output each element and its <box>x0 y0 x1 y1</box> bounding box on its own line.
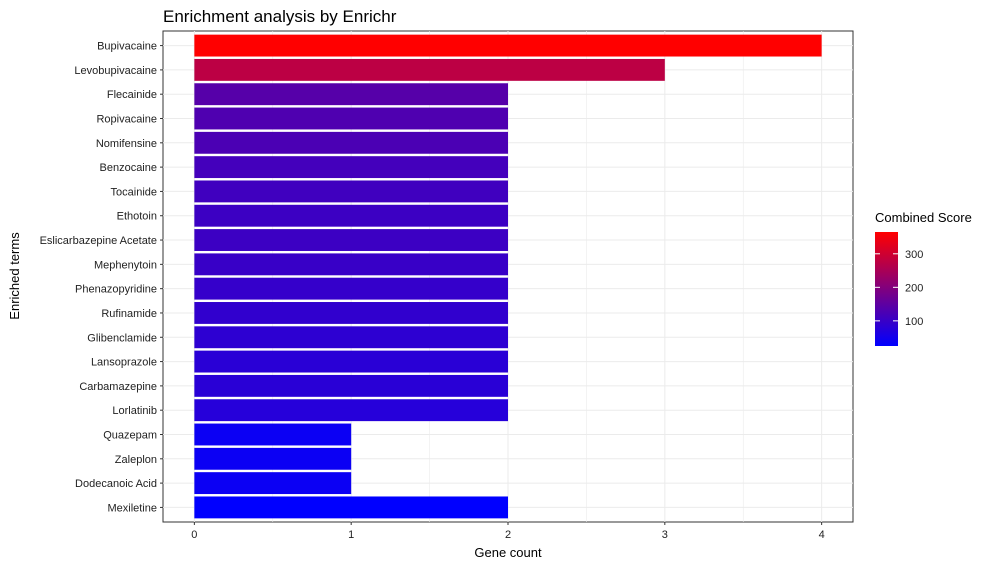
bars <box>194 34 822 519</box>
legend-tick-label: 100 <box>905 316 923 328</box>
y-tick-label: Glibenclamide <box>87 332 157 344</box>
y-tick-label: Rufinamide <box>101 308 157 320</box>
bar <box>194 472 352 495</box>
legend-colorbar <box>875 232 898 346</box>
y-tick-label: Benzocaine <box>100 162 158 174</box>
y-tick-label: Mephenytoin <box>94 259 157 271</box>
y-tick-label: Flecainide <box>107 89 157 101</box>
x-tick-label: 4 <box>819 529 825 541</box>
bar <box>194 399 508 422</box>
y-tick-label: Zaleplon <box>115 454 157 466</box>
y-tick-label: Carbamazepine <box>79 381 157 393</box>
bar <box>194 131 508 154</box>
bar <box>194 107 508 130</box>
bar <box>194 204 508 227</box>
bar <box>194 374 508 397</box>
bar <box>194 83 508 106</box>
y-tick-label: Lansoprazole <box>91 357 157 369</box>
bar <box>194 447 352 470</box>
bar <box>194 253 508 276</box>
y-tick-labels: Bupivacaine Levobupivacaine Flecainide Ropi… <box>40 41 163 514</box>
bar <box>194 496 508 519</box>
y-tick-label: Ropivacaine <box>96 114 157 126</box>
bar <box>194 156 508 179</box>
y-tick-label: Eslicarbazepine Acetate <box>40 235 157 247</box>
y-tick-label: Mexiletine <box>107 502 157 514</box>
y-tick-label: Ethotoin <box>117 211 157 223</box>
y-tick-label: Levobupivacaine <box>74 65 157 77</box>
x-tick-labels: 0 1 2 3 4 <box>191 522 825 541</box>
x-axis-title: Gene count <box>474 545 542 560</box>
bar <box>194 34 822 57</box>
chart-title: Enrichment analysis by Enrichr <box>163 7 397 26</box>
y-tick-label: Phenazopyridine <box>75 284 157 296</box>
legend-ticks: 100 200 300 <box>875 249 923 328</box>
y-axis-title: Enriched terms <box>7 232 22 320</box>
y-tick-label: Dodecanoic Acid <box>75 478 157 490</box>
bar <box>194 423 352 446</box>
legend-title: Combined Score <box>875 210 972 225</box>
bar <box>194 350 508 373</box>
legend-tick-label: 200 <box>905 282 923 294</box>
bar <box>194 302 508 324</box>
bar <box>194 180 508 203</box>
bar <box>194 229 508 251</box>
bar <box>194 277 508 300</box>
bar <box>194 326 508 349</box>
x-tick-label: 1 <box>348 529 354 541</box>
x-tick-label: 3 <box>662 529 668 541</box>
legend-tick-label: 300 <box>905 249 923 261</box>
bar <box>194 58 665 81</box>
x-tick-label: 0 <box>191 529 197 541</box>
y-tick-label: Tocainide <box>111 186 157 198</box>
x-tick-label: 2 <box>505 529 511 541</box>
y-tick-label: Quazepam <box>103 429 157 441</box>
y-tick-label: Nomifensine <box>96 138 157 150</box>
y-tick-label: Bupivacaine <box>97 41 157 53</box>
y-tick-label: Lorlatinib <box>112 405 157 417</box>
